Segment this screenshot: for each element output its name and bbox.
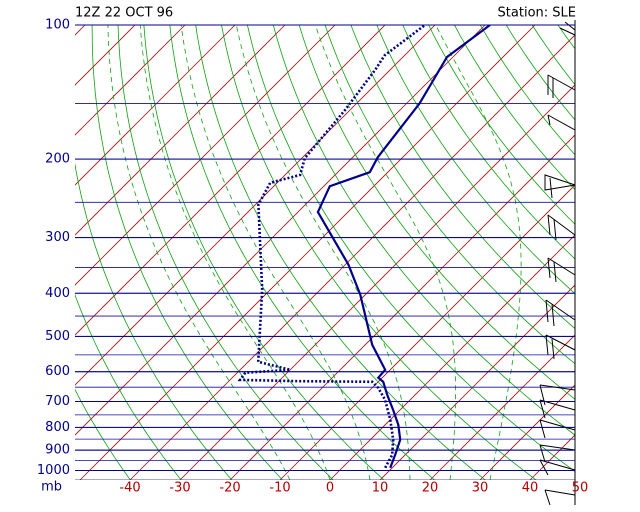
x-tick-label: -30 [169,481,190,496]
isotherm [75,25,136,86]
isotherm [329,234,575,480]
dry-adiabat [247,25,575,472]
dry-adiabat [584,25,640,480]
isotherm [75,25,336,286]
y-tick-label: 400 [45,286,70,301]
dry-adiabat [376,25,575,295]
isotherm [429,334,575,480]
isotherm [79,25,536,480]
dry-adiabat [272,25,575,436]
dry-adiabat [505,25,575,121]
y-tick-label: 100 [45,18,70,33]
isotherm [75,25,236,186]
x-tick-label: 0 [326,481,334,496]
chart-title: 12Z 22 OCT 96 [75,6,173,21]
isotherm [75,25,186,136]
dry-adiabat [428,25,575,225]
dry-adiabat [610,25,640,480]
dry-adiabat [169,25,435,480]
isotherm [75,25,486,436]
y-tick-label: 700 [45,394,70,409]
dry-adiabat [479,25,575,156]
dry-adiabat [298,25,575,400]
dry-adiabat [350,25,575,330]
y-tick-label: 600 [45,364,70,379]
dewpoint-line [237,25,426,469]
isotherm [580,25,640,480]
isotherm [379,284,575,480]
y-unit: mb [41,480,62,495]
dry-adiabat [557,25,575,50]
isotherm [529,434,575,480]
dry-adiabat [143,25,385,480]
x-tick-label: 20 [422,481,439,496]
x-tick-label: -10 [269,481,290,496]
dry-adiabat [75,388,131,480]
dry-adiabat [454,25,575,191]
isotherm [75,25,386,336]
profiles [237,25,491,469]
isotherm [0,25,35,480]
isotherm [479,384,575,480]
x-tick-label: 10 [372,481,389,496]
y-tick-label: 500 [45,329,70,344]
moist-adiabat [107,25,291,480]
y-tick-label: 900 [45,443,70,458]
isotherm [75,25,436,386]
dry-adiabat [221,25,537,480]
dry-adiabat [636,25,640,480]
temperature-line [316,25,491,469]
wind-barbs [539,21,576,506]
isotherm [75,25,286,236]
y-tick-label: 300 [45,230,70,245]
dry-adiabat [324,25,575,365]
x-tick-label: -20 [219,481,240,496]
x-tick-label: -40 [119,481,140,496]
moist-adiabat [139,25,331,480]
isotherm [630,25,640,480]
station-label: Station: SLE [498,6,576,21]
dry-adiabat [402,25,575,260]
x-tick-label: 30 [472,481,489,496]
x-tick-label: 40 [522,481,539,496]
isotherm [75,25,86,36]
dry-adiabat [75,162,233,480]
dry-adiabat [195,25,486,480]
x-tick-label: 50 [572,481,589,496]
background-lines [0,25,640,480]
moist-adiabat [235,25,411,480]
isotherm [229,134,575,480]
moist-adiabat [435,25,522,480]
dry-adiabat [91,25,283,480]
isotherm [129,34,575,480]
y-tick-label: 200 [45,152,70,167]
y-tick-label: 800 [45,420,70,435]
dry-adiabat [75,293,182,480]
isotherm [279,184,575,480]
dry-adiabat [117,25,334,480]
y-tick-label: 1000 [37,463,70,478]
moist-adiabat [315,25,456,480]
